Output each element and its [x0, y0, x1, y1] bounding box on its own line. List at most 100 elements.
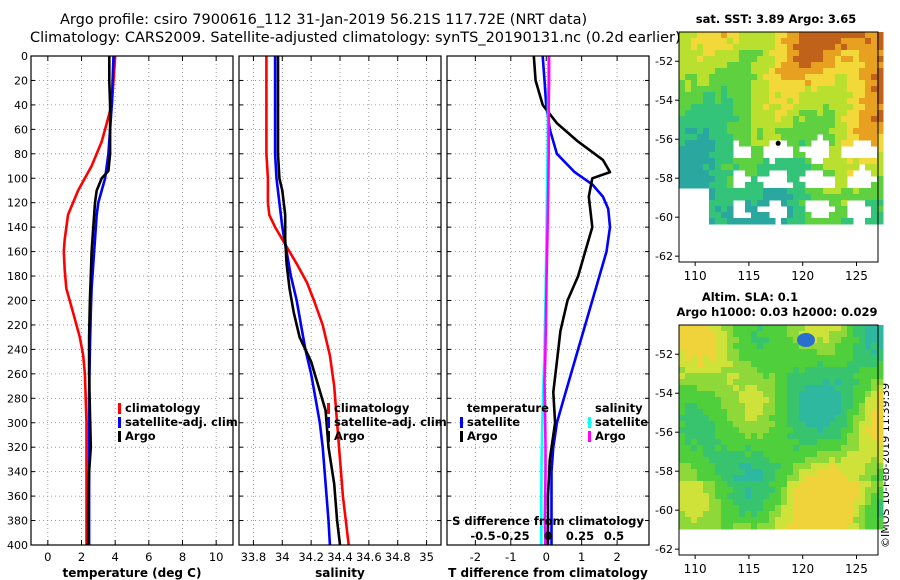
map-cell — [829, 439, 836, 446]
map-cell — [763, 475, 770, 482]
map-cell — [733, 116, 740, 123]
map-cell — [793, 206, 800, 213]
map-cell — [871, 74, 878, 81]
map-cell — [829, 415, 836, 422]
map-cell — [691, 493, 698, 500]
legend-temp-satellite-label: satellite — [467, 415, 520, 429]
map-cell — [799, 98, 806, 105]
map-cell — [691, 463, 698, 470]
map-cell — [853, 158, 860, 165]
map-cell — [715, 343, 722, 350]
map-cell — [829, 349, 836, 356]
map-cell — [691, 32, 698, 39]
map-cell — [697, 86, 704, 93]
map-cell — [733, 44, 740, 51]
map-cell — [811, 116, 818, 123]
map-cell — [757, 469, 764, 476]
map-cell — [739, 158, 746, 165]
map-cell — [691, 409, 698, 416]
map-cell — [691, 349, 698, 356]
map-cell — [769, 403, 776, 410]
map-cell — [715, 32, 722, 39]
map-x-tick-label: 125 — [845, 269, 868, 283]
map-cell — [781, 86, 788, 93]
map-cell — [793, 38, 800, 45]
map-cell — [811, 499, 818, 506]
map-cell — [715, 349, 722, 356]
map-cell — [757, 200, 764, 207]
map-cell — [829, 421, 836, 428]
map-cell — [823, 493, 830, 500]
map-cell — [721, 343, 728, 350]
map-cell — [751, 409, 758, 416]
map-cell — [859, 427, 866, 434]
map-y-tick-label: -58 — [655, 465, 673, 478]
map-cell — [751, 523, 758, 530]
map-cell — [781, 38, 788, 45]
map-cell — [691, 415, 698, 422]
map-cell — [709, 517, 716, 524]
map-cell — [793, 158, 800, 165]
map-cell — [733, 122, 740, 129]
map-cell — [691, 385, 698, 392]
map-cell — [817, 56, 824, 63]
map-cell — [763, 32, 770, 39]
map-cell — [817, 427, 824, 434]
map-cell — [763, 331, 770, 338]
y-tick-label: 400 — [7, 539, 28, 552]
map-cell — [769, 44, 776, 51]
map-cell — [739, 122, 746, 129]
map-cell — [811, 421, 818, 428]
map-cell — [769, 349, 776, 356]
map-cell — [853, 62, 860, 69]
map-cell — [733, 32, 740, 39]
map-cell — [691, 505, 698, 512]
map-cell — [757, 433, 764, 440]
legend-climatology-label: climatology — [125, 401, 201, 415]
map-cell — [769, 475, 776, 482]
map-cell — [835, 481, 842, 488]
map-cell — [877, 38, 884, 45]
map-cell — [679, 505, 686, 512]
map-cell — [877, 511, 884, 518]
map-cell — [769, 481, 776, 488]
map-cell — [709, 433, 716, 440]
map-cell — [805, 188, 812, 195]
map-cell — [871, 325, 878, 332]
map-cell — [685, 505, 692, 512]
map-cell — [763, 409, 770, 416]
map-x-tick-label: 125 — [845, 562, 868, 576]
map-cell — [823, 68, 830, 75]
map-cell — [859, 415, 866, 422]
map-cell — [871, 391, 878, 398]
map-cell — [679, 523, 686, 530]
map-cell — [775, 397, 782, 404]
map-cell — [733, 463, 740, 470]
map-cell — [757, 140, 764, 147]
map-cell — [853, 493, 860, 500]
map-cell — [721, 104, 728, 111]
map-cell — [847, 421, 854, 428]
map-cell — [697, 98, 704, 105]
map-cell — [871, 409, 878, 416]
map-cell — [703, 469, 710, 476]
map-cell — [727, 188, 734, 195]
map-cell — [739, 469, 746, 476]
map-cell — [811, 50, 818, 57]
map-cell — [733, 451, 740, 458]
map-cell — [811, 481, 818, 488]
map-cell — [697, 176, 704, 183]
map-cell — [721, 98, 728, 105]
map-cell — [697, 80, 704, 87]
map-cell — [871, 373, 878, 380]
map-cell — [709, 110, 716, 117]
map-cell — [787, 493, 794, 500]
map-cell — [739, 38, 746, 45]
map-cell — [709, 343, 716, 350]
map-cell — [865, 32, 872, 39]
map-cell — [847, 188, 854, 195]
map-cell — [871, 212, 878, 219]
map-cell — [829, 218, 836, 225]
map-cell — [703, 451, 710, 458]
map-cell — [679, 182, 686, 189]
